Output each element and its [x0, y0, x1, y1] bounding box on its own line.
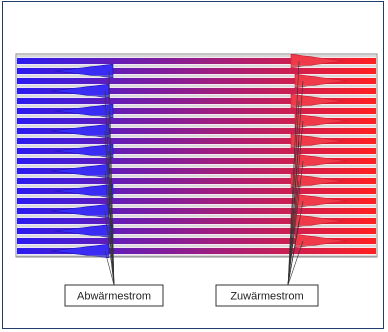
exhaust-flow-band: [17, 87, 376, 95]
supply-flow-band: [17, 237, 376, 245]
supply-leader-line: [287, 220, 300, 286]
exhaust-label-box: Abwärmestrom: [64, 284, 164, 307]
exhaust-leader-line: [108, 190, 115, 286]
supply-arrowhead: [290, 173, 344, 189]
supply-flow-band: [17, 157, 376, 165]
exhaust-flow-band: [17, 187, 376, 195]
supply-leader-line: [287, 180, 300, 286]
supply-arrowhead: [294, 193, 348, 209]
exhaust-arrowhead: [54, 183, 114, 199]
leader-lines: [104, 60, 304, 286]
exhaust-flow-band: [17, 167, 376, 175]
supply-label-box: Zuwärmestrom: [215, 284, 319, 307]
diagram-frame: Abwärmestrom Zuwärmestrom: [2, 1, 384, 329]
supply-arrowhead: [290, 133, 344, 149]
exhaust-flow-band: [17, 207, 376, 215]
supply-arrowhead: [294, 113, 348, 129]
exhaust-arrowhead: [54, 103, 114, 119]
supply-leader-line: [287, 240, 304, 286]
supply-arrowhead: [294, 153, 348, 169]
exhaust-arrowhead: [50, 123, 110, 139]
exhaust-flow-band: [17, 67, 376, 75]
supply-flow-band: [17, 217, 376, 225]
exhaust-arrowhead: [50, 83, 110, 99]
heat-exchanger-diagram: Abwärmestrom Zuwärmestrom: [15, 53, 378, 307]
supply-arrowhead: [290, 93, 344, 109]
supply-arrowhead: [290, 53, 344, 69]
exhaust-arrowhead: [50, 203, 110, 219]
supply-flow-band: [17, 197, 376, 205]
supply-leader-line: [287, 160, 304, 286]
exhaust-arrowhead: [54, 63, 114, 79]
exhaust-flow-band: [17, 227, 376, 235]
exhaust-leader-line: [104, 250, 115, 286]
exhaust-flow-band: [17, 147, 376, 155]
exhaust-leader-line: [108, 150, 115, 286]
exhaust-flow-band: [17, 127, 376, 135]
exhaust-label: Abwärmestrom: [77, 291, 151, 303]
supply-arrowhead: [294, 73, 348, 89]
flow-channels: [17, 53, 376, 259]
exhaust-leader-line: [108, 230, 115, 286]
supply-label: Zuwärmestrom: [230, 291, 303, 303]
exhaust-arrowhead: [50, 243, 110, 259]
supply-leader-line: [287, 140, 300, 286]
exhaust-flow-band: [17, 107, 376, 115]
supply-flow-band: [17, 57, 376, 65]
supply-flow-band: [17, 177, 376, 185]
exhaust-arrowhead: [54, 143, 114, 159]
supply-flow-band: [17, 137, 376, 145]
supply-leader-line: [287, 60, 300, 286]
exhaust-flow-band: [17, 247, 376, 255]
supply-arrowhead: [294, 233, 348, 249]
exhaust-leader-line: [104, 210, 115, 286]
supply-flow-band: [17, 97, 376, 105]
supply-leader-line: [287, 100, 300, 286]
supply-leader-line: [287, 120, 304, 286]
supply-flow-band: [17, 77, 376, 85]
supply-flow-band: [17, 117, 376, 125]
